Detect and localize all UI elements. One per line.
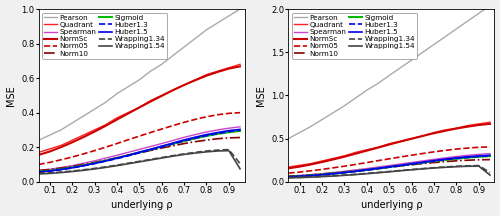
Y-axis label: MSE: MSE (256, 85, 266, 106)
Legend: Pearson, Quadrant, Spearman, NormSc, Norm05, Norm10, Sigmoid, Huber1.3, Huber1.5: Pearson, Quadrant, Spearman, NormSc, Nor… (42, 13, 167, 59)
X-axis label: underlying ρ: underlying ρ (360, 200, 422, 210)
X-axis label: underlying ρ: underlying ρ (110, 200, 172, 210)
Legend: Pearson, Quadrant, Spearman, NormSc, Norm05, Norm10, Sigmoid, Huber1.3, Huber1.5: Pearson, Quadrant, Spearman, NormSc, Nor… (292, 13, 417, 59)
Y-axis label: MSE: MSE (6, 85, 16, 106)
